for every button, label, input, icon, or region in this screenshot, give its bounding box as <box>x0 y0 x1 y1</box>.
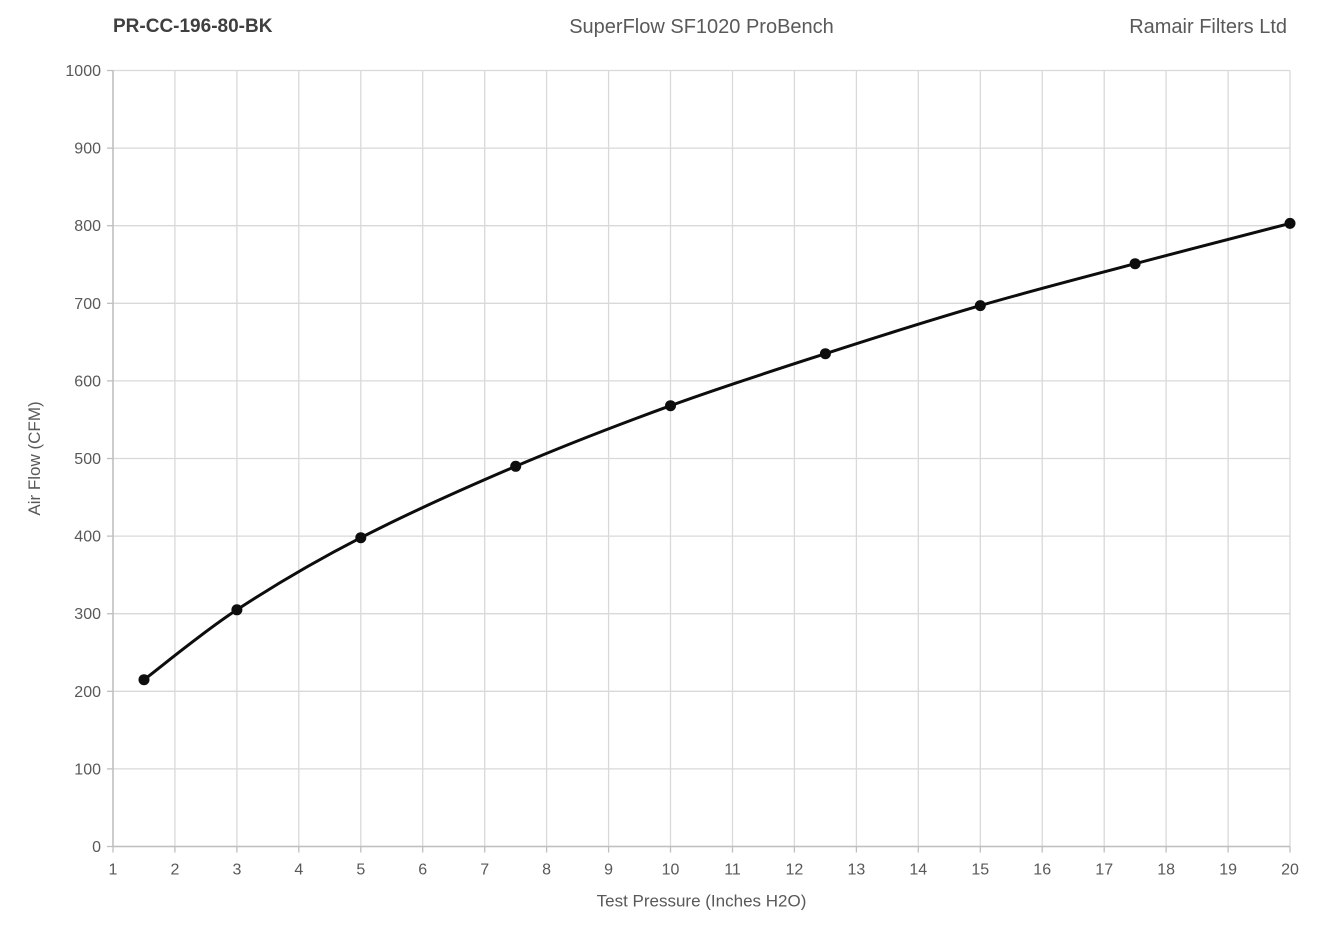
x-tick-label: 17 <box>1095 862 1113 879</box>
y-tick-label: 900 <box>74 141 101 158</box>
data-point-marker <box>819 348 831 360</box>
chart-title: SuperFlow SF1020 ProBench <box>569 16 834 38</box>
y-tick-label: 400 <box>74 529 101 546</box>
x-tick-label: 16 <box>1033 862 1051 879</box>
y-tick-label: 200 <box>74 684 101 701</box>
data-point-marker <box>1284 217 1296 229</box>
y-axis-title: Air Flow (CFM) <box>25 401 44 515</box>
x-tick-label: 18 <box>1157 862 1175 879</box>
x-tick-label: 2 <box>170 862 179 879</box>
x-tick-label: 1 <box>109 862 118 879</box>
y-tick-label: 100 <box>74 761 101 778</box>
data-point-marker <box>138 674 150 686</box>
y-tick-label: 0 <box>92 839 101 856</box>
data-point-marker <box>231 604 243 616</box>
x-tick-label: 20 <box>1281 862 1299 879</box>
x-axis-title: Test Pressure (Inches H2O) <box>597 892 807 911</box>
data-point-marker <box>974 300 986 312</box>
y-tick-label: 700 <box>74 296 101 313</box>
x-tick-label: 14 <box>909 862 927 879</box>
y-tick-label: 500 <box>74 451 101 468</box>
y-tick-label: 1000 <box>65 63 101 80</box>
x-tick-label: 15 <box>971 862 989 879</box>
x-tick-label: 11 <box>724 862 741 879</box>
x-tick-label: 19 <box>1219 862 1237 879</box>
x-tick-label: 12 <box>786 862 804 879</box>
x-tick-label: 10 <box>662 862 680 879</box>
y-tick-label: 600 <box>74 373 101 390</box>
x-tick-label: 9 <box>604 862 613 879</box>
y-tick-label: 300 <box>74 606 101 623</box>
part-number-label: PR-CC-196-80-BK <box>113 16 273 37</box>
x-tick-label: 3 <box>232 862 241 879</box>
data-point-marker <box>1129 258 1141 270</box>
y-tick-label: 800 <box>74 218 101 235</box>
x-tick-label: 5 <box>356 862 365 879</box>
x-tick-label: 13 <box>848 862 866 879</box>
x-tick-label: 6 <box>418 862 427 879</box>
company-label: Ramair Filters Ltd <box>1129 16 1287 38</box>
x-tick-label: 7 <box>480 862 489 879</box>
x-tick-label: 4 <box>294 862 303 879</box>
data-point-marker <box>355 532 367 544</box>
flow-curve <box>142 221 1292 682</box>
x-tick-label: 8 <box>542 862 551 879</box>
data-point-marker <box>665 400 676 412</box>
data-point-marker <box>510 460 522 472</box>
